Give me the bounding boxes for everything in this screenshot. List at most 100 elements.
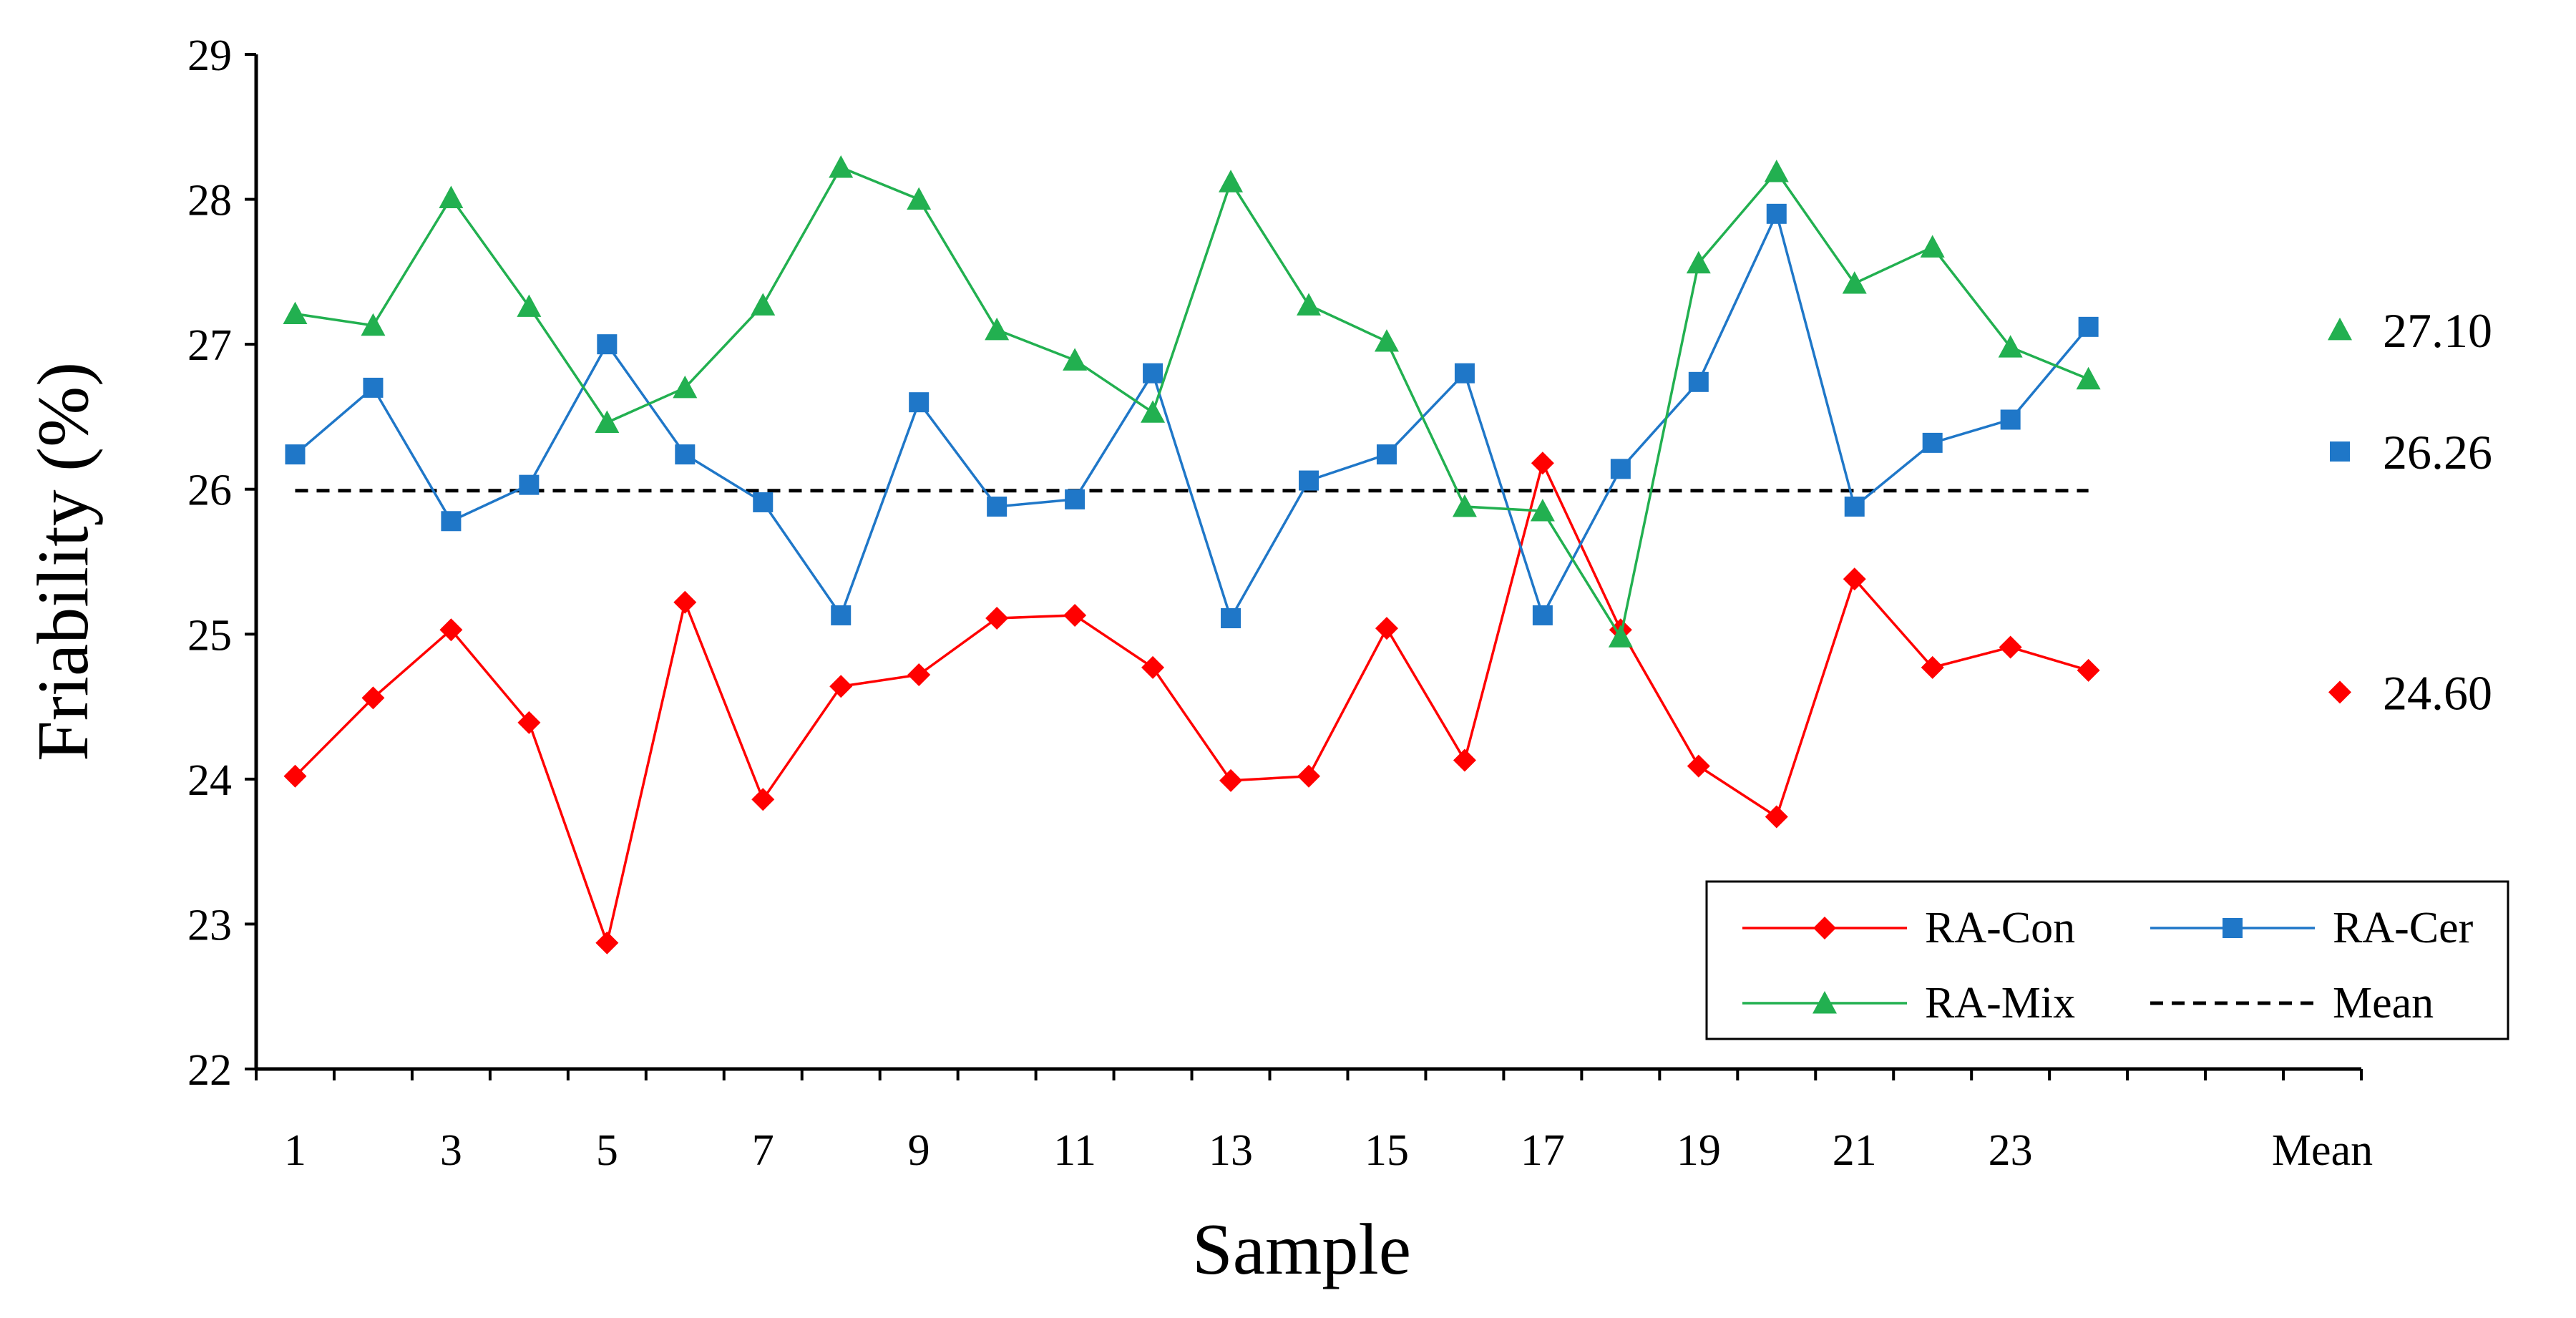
ra-mix-point — [907, 187, 932, 210]
ra-con-point — [751, 788, 775, 811]
ra-mix-point — [1141, 400, 1166, 423]
ra-con-point — [283, 764, 307, 788]
ra-cer-point — [2078, 316, 2099, 337]
x-tick-label: 19 — [1677, 1126, 1721, 1175]
ra-mix-point — [283, 301, 308, 325]
ra-con-point — [1765, 805, 1788, 829]
ra-cer-point — [441, 511, 462, 532]
ra-cer-point — [1376, 444, 1397, 465]
x-axis-title: Sample — [1192, 1209, 1411, 1290]
x-tick-label: 5 — [596, 1126, 618, 1175]
mean-markers: 24.60 26.26 27.10 — [2328, 303, 2492, 720]
ra-cer-mean-label: 26.26 — [2383, 425, 2492, 479]
ra-cer-point — [831, 605, 852, 625]
legend-box — [1705, 880, 2509, 1040]
ra-con-point — [1375, 617, 1398, 640]
ra-con-point — [361, 686, 385, 710]
ra-cer-point — [1766, 203, 1787, 224]
ra-con-point — [1063, 603, 1087, 627]
ra-con-point — [595, 931, 619, 955]
ra-mix-point — [1063, 348, 1088, 371]
ra-con-point — [439, 618, 463, 642]
ra-con-point — [1219, 768, 1243, 792]
ra-cer-point — [519, 474, 540, 495]
y-tick-label: 27 — [187, 321, 232, 370]
ra-con-point — [673, 590, 697, 614]
legend-ra-mix-marker — [1813, 991, 1837, 1014]
ra-mix-point — [673, 375, 698, 399]
ra-cer-point — [1143, 363, 1163, 384]
legend-ra-con-marker — [1813, 917, 1836, 939]
ra-cer-point — [1844, 497, 1865, 517]
ra-cer-point — [909, 392, 930, 413]
ra-con-point — [829, 675, 853, 698]
x-tick-label: 17 — [1521, 1126, 1565, 1175]
ra-cer-line — [294, 210, 2089, 622]
y-tick-label: 22 — [187, 1046, 232, 1095]
ra-mix-point — [595, 410, 620, 433]
x-tick-label: 9 — [908, 1126, 930, 1175]
ra-con-point — [907, 663, 931, 687]
ra-mix-point — [1219, 170, 1244, 192]
legend-ra-mix-label: RA-Mix — [1925, 979, 2075, 1027]
ra-con-point — [1297, 764, 1320, 788]
legend-ra-con-label: RA-Con — [1925, 904, 2075, 952]
ra-con-point — [2077, 658, 2100, 682]
ra-con-point — [1141, 655, 1165, 679]
series-layer — [283, 155, 2101, 955]
ra-con-mean-marker — [2328, 680, 2351, 704]
ra-mix-point — [517, 294, 542, 317]
ra-mix-point — [1452, 494, 1477, 517]
ra-mix-point — [1920, 235, 1945, 258]
y-tick-label: 23 — [187, 901, 232, 950]
ra-mix-mean-marker — [2328, 317, 2352, 341]
ra-cer-point — [597, 334, 618, 355]
ra-cer-point — [987, 497, 1008, 517]
y-tick-label: 26 — [187, 467, 232, 515]
ra-cer-point — [753, 492, 774, 512]
ra-con-point — [1921, 655, 1944, 679]
ra-con-point — [1843, 567, 1866, 591]
ra-con-point — [1531, 451, 1554, 475]
legend: RA-Con RA-Cer RA-Mix Mean — [1705, 880, 2509, 1040]
ra-mix-point — [1764, 160, 1789, 182]
x-tick-label: 13 — [1209, 1126, 1253, 1175]
ra-cer-point — [1065, 489, 1085, 509]
legend-mean-label: Mean — [2333, 979, 2434, 1027]
x-tick-label: 11 — [1053, 1126, 1096, 1175]
y-tick-label: 24 — [187, 756, 232, 805]
ra-mix-point — [1998, 335, 2023, 358]
ra-mix-point — [1530, 499, 1555, 522]
ra-con-point — [1687, 754, 1710, 778]
y-ticks: 22 23 24 25 26 27 28 29 — [187, 31, 256, 1095]
ra-cer-point — [2000, 409, 2021, 430]
ra-con-point — [517, 711, 541, 734]
ra-mix-point — [985, 317, 1010, 341]
x-tick-label: 21 — [1833, 1126, 1877, 1175]
plot-area — [283, 155, 2101, 955]
y-axis: 22 23 24 25 26 27 28 29 — [187, 31, 258, 1095]
x-tick-label: 7 — [752, 1126, 774, 1175]
y-tick-label: 25 — [187, 611, 232, 660]
ra-mix-point — [829, 155, 854, 178]
ra-mix-point — [2076, 366, 2101, 390]
x-tick-label: 23 — [1989, 1126, 2033, 1175]
x-ticks: 1 3 5 7 9 11 13 15 17 19 21 23 Mean — [255, 1069, 2373, 1175]
ra-cer-mean-marker — [2330, 441, 2350, 462]
x-tick-label: 1 — [284, 1126, 306, 1175]
y-axis-title: Friability (%) — [23, 362, 104, 761]
ra-mix-point — [1374, 329, 1399, 352]
ra-cer-point — [285, 444, 306, 465]
x-tick-label: Mean — [2272, 1126, 2373, 1175]
ra-mix-line — [295, 165, 2089, 640]
y-tick-label: 29 — [187, 31, 232, 80]
ra-con-point — [1453, 748, 1476, 772]
ra-cer-point — [1610, 459, 1631, 479]
ra-mix-point — [1686, 250, 1711, 274]
ra-cer-point — [1221, 608, 1241, 629]
ra-mix-point — [361, 313, 386, 336]
legend-ra-cer-label: RA-Cer — [2333, 904, 2474, 952]
ra-con-mean-label: 24.60 — [2383, 665, 2492, 720]
y-tick-label: 28 — [187, 177, 232, 225]
